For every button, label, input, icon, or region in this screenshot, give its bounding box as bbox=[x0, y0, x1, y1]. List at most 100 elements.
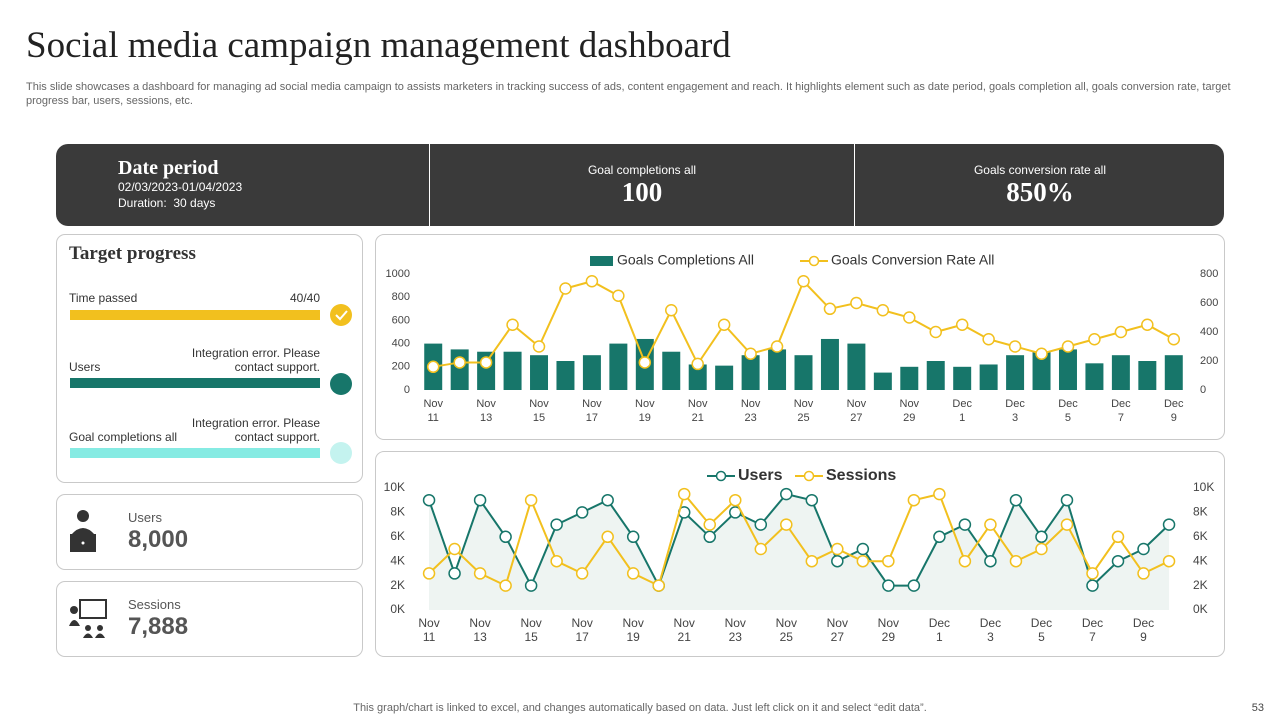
conversion-rate-label: Goals conversion rate all bbox=[973, 163, 1107, 177]
x-tick-label: Nov 29 bbox=[878, 616, 899, 644]
y-tick-label: 6K bbox=[390, 529, 405, 543]
bar bbox=[847, 343, 866, 390]
bar bbox=[820, 338, 839, 390]
date-range: 02/03/2023-01/04/2023 bbox=[118, 180, 243, 194]
point bbox=[907, 579, 921, 592]
point bbox=[717, 318, 731, 331]
point bbox=[831, 542, 844, 556]
legend-label: Goals Completions All bbox=[617, 252, 754, 268]
bar bbox=[662, 351, 681, 390]
point bbox=[744, 347, 757, 360]
point bbox=[823, 302, 837, 316]
point bbox=[453, 356, 466, 369]
bar bbox=[530, 355, 549, 390]
x-tick-label: Nov 17 bbox=[571, 616, 592, 644]
line bbox=[428, 492, 1170, 589]
point bbox=[652, 579, 665, 592]
point bbox=[982, 333, 995, 346]
point bbox=[422, 567, 436, 580]
point bbox=[524, 493, 538, 507]
target-progress-card bbox=[56, 234, 363, 483]
status-dot bbox=[330, 442, 352, 464]
point bbox=[1086, 579, 1099, 592]
bar bbox=[582, 355, 601, 390]
point bbox=[1035, 347, 1048, 360]
users-icon bbox=[70, 510, 96, 552]
goal-completions-label: Goal completions all bbox=[587, 163, 697, 177]
y-tick-label: 400 bbox=[1200, 326, 1218, 338]
bar bbox=[741, 355, 760, 390]
bar bbox=[953, 366, 972, 390]
progress-status: Integration error. Please contact suppor… bbox=[191, 416, 320, 444]
point bbox=[1035, 542, 1048, 556]
check-mark bbox=[335, 310, 348, 321]
point bbox=[479, 356, 493, 369]
legend-marker bbox=[808, 255, 820, 267]
title: Social media campaign management dashboa… bbox=[26, 25, 731, 66]
point bbox=[473, 493, 487, 507]
status-dot bbox=[330, 373, 352, 395]
point bbox=[422, 493, 436, 507]
point bbox=[559, 282, 572, 295]
x-tick-label: Nov 23 bbox=[741, 398, 761, 424]
point bbox=[1060, 518, 1074, 531]
sessions-icon bbox=[69, 599, 107, 638]
point bbox=[585, 275, 599, 288]
point bbox=[691, 357, 704, 371]
x-tick-label: Dec 1 bbox=[952, 398, 972, 424]
point bbox=[850, 296, 863, 310]
point bbox=[958, 518, 972, 531]
point bbox=[506, 318, 519, 331]
bar bbox=[609, 343, 628, 390]
point bbox=[1111, 530, 1125, 544]
y-tick-label: 8K bbox=[390, 505, 405, 519]
y-tick-label: 600 bbox=[1200, 297, 1218, 309]
x-tick-label: Dec 3 bbox=[1005, 398, 1025, 424]
x-tick-label: Dec 1 bbox=[929, 616, 950, 644]
x-tick-label: Nov 21 bbox=[674, 616, 695, 644]
date-period-label: Date period bbox=[118, 157, 219, 179]
bar bbox=[1164, 355, 1183, 390]
point bbox=[612, 289, 625, 302]
goal-completions-value: 100 bbox=[621, 177, 663, 207]
legend-swatch bbox=[590, 256, 613, 266]
divider bbox=[429, 144, 430, 226]
bar bbox=[979, 364, 998, 390]
point bbox=[805, 493, 819, 507]
y-tick-label: 600 bbox=[392, 314, 410, 326]
y-tick-label: 0 bbox=[404, 384, 410, 396]
x-tick-label: Nov 15 bbox=[529, 398, 549, 424]
legend-marker bbox=[715, 470, 727, 482]
point bbox=[703, 530, 716, 544]
point bbox=[831, 554, 844, 568]
bar bbox=[556, 361, 575, 390]
bar bbox=[1085, 363, 1104, 390]
stat-label: Users bbox=[128, 510, 162, 525]
x-tick-label: Dec 3 bbox=[980, 616, 1001, 644]
duration: Duration: 30 days bbox=[118, 196, 216, 210]
bar bbox=[926, 361, 945, 390]
x-tick-label: Dec 9 bbox=[1164, 398, 1184, 424]
point bbox=[550, 554, 563, 568]
point bbox=[780, 487, 793, 501]
bar bbox=[1006, 355, 1025, 390]
progress-label: Time passed bbox=[69, 291, 138, 305]
point bbox=[770, 340, 784, 353]
y-tick-label: 2K bbox=[1193, 578, 1208, 592]
point bbox=[754, 518, 768, 531]
footer-note: This graph/chart is linked to excel, and… bbox=[353, 702, 927, 714]
bar bbox=[1111, 355, 1130, 390]
x-tick-label: Nov 11 bbox=[418, 616, 439, 644]
x-tick-label: Nov 19 bbox=[623, 616, 644, 644]
point bbox=[448, 542, 461, 556]
x-tick-label: Nov 25 bbox=[776, 616, 797, 644]
x-tick-label: Nov 17 bbox=[582, 398, 602, 424]
point bbox=[626, 530, 640, 544]
y-tick-label: 200 bbox=[392, 361, 410, 373]
bar bbox=[794, 355, 813, 390]
point bbox=[448, 567, 461, 580]
bar bbox=[768, 349, 787, 390]
point bbox=[933, 487, 946, 501]
point bbox=[473, 567, 487, 580]
bar bbox=[715, 365, 734, 390]
